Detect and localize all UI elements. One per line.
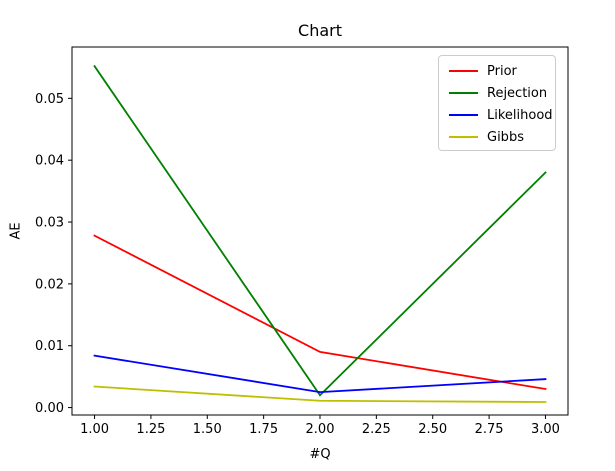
legend-label-rejection: Rejection [487,85,548,101]
chart-title: Chart [298,21,342,40]
y-tick-label: 0.05 [35,92,64,107]
x-tick-label: 2.50 [418,422,447,437]
x-tick-label: 1.75 [249,422,278,437]
x-tick-label: 2.75 [475,422,504,437]
series-line-rejection [93,64,547,397]
legend-entry-prior: Prior [449,60,547,82]
legend-line-sample-gibbs [449,136,478,138]
y-tick-label: 0.02 [35,277,64,292]
x-tick-label: 3.00 [531,422,560,437]
legend-line-sample-rejection [449,92,478,94]
x-tick-label: 1.00 [80,422,109,437]
legend-entry-rejection: Rejection [449,82,547,104]
x-tick-label: 1.50 [193,422,222,437]
legend-entry-gibbs: Gibbs [449,126,547,148]
legend: Prior Rejection Likelihood Gibbs [438,55,556,151]
x-tick-label: 1.25 [136,422,165,437]
y-tick-label: 0.00 [35,401,64,416]
y-tick-label: 0.01 [35,339,64,354]
legend-line-sample-prior [449,70,478,72]
legend-entry-likelihood: Likelihood [449,104,553,126]
legend-label-prior: Prior [487,63,517,79]
x-axis-label: #Q [309,447,331,462]
series-line-gibbs [93,385,547,403]
x-tick-label: 2.00 [306,422,335,437]
x-tick-label: 2.25 [362,422,391,437]
legend-line-sample-likelihood [449,114,478,116]
series-line-prior [93,234,547,391]
y-tick-label: 0.04 [35,154,64,169]
legend-label-gibbs: Gibbs [487,129,524,145]
legend-label-likelihood: Likelihood [487,107,553,123]
series-line-likelihood [93,354,547,394]
y-tick-label: 0.03 [35,216,64,231]
